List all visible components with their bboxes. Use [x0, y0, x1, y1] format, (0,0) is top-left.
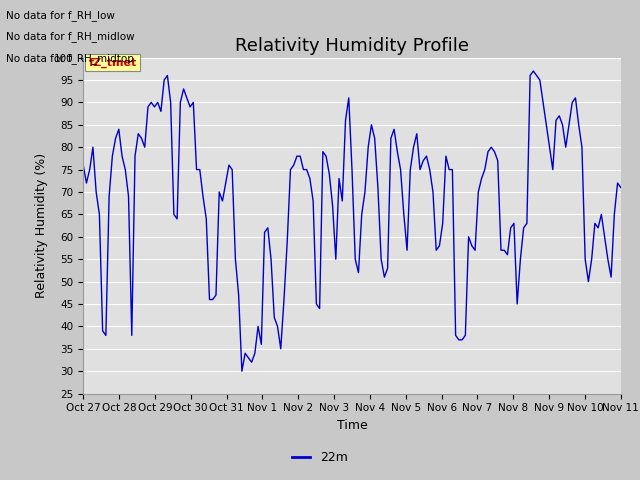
Text: fZ_tmet: fZ_tmet — [88, 58, 137, 68]
Text: No data for f_RH_midtop: No data for f_RH_midtop — [6, 53, 134, 64]
Y-axis label: Relativity Humidity (%): Relativity Humidity (%) — [35, 153, 48, 298]
Text: No data for f_RH_midlow: No data for f_RH_midlow — [6, 31, 135, 42]
Title: Relativity Humidity Profile: Relativity Humidity Profile — [235, 36, 469, 55]
X-axis label: Time: Time — [337, 419, 367, 432]
Legend: 22m: 22m — [287, 446, 353, 469]
Text: No data for f_RH_low: No data for f_RH_low — [6, 10, 115, 21]
